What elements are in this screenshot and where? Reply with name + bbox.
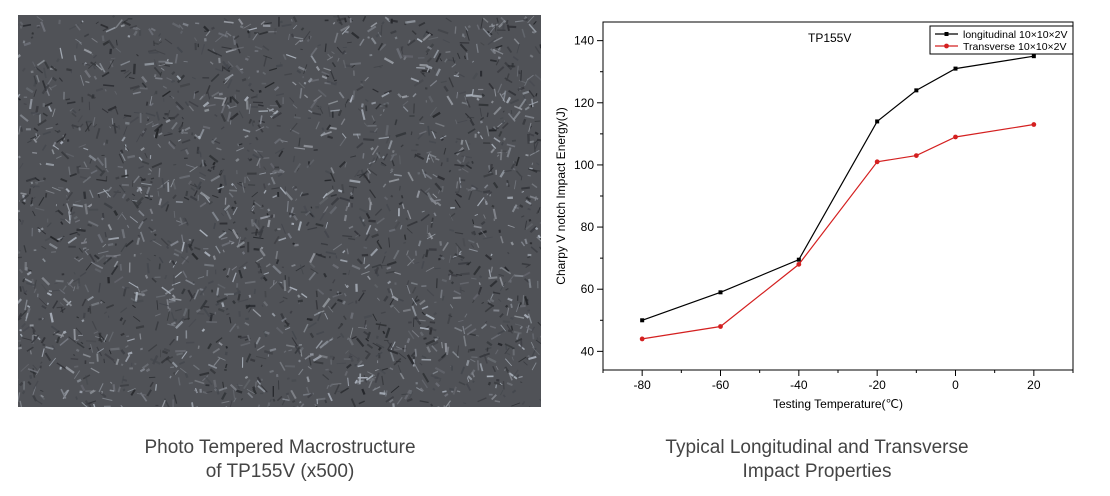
y-tick-label: 60 xyxy=(581,282,595,296)
data-point-longitudinal xyxy=(914,88,919,93)
legend-box xyxy=(929,25,1074,55)
legend-label: Transverse 10×10×2V xyxy=(963,41,1067,53)
data-point-longitudinal xyxy=(1031,54,1036,59)
chart-caption-line-1: Typical Longitudinal and Transverse xyxy=(665,437,969,458)
y-tick-label: 80 xyxy=(581,220,595,234)
x-tick-label: -40 xyxy=(790,378,808,392)
x-tick-label: 20 xyxy=(1027,378,1041,392)
data-point-longitudinal xyxy=(718,290,723,295)
series-line-longitudinal xyxy=(641,55,1034,321)
y-tick-label: 40 xyxy=(581,344,595,358)
y-tick-label: 120 xyxy=(574,96,594,110)
data-point-longitudinal xyxy=(640,318,645,323)
series-line-transverse xyxy=(642,123,1034,340)
data-point-transverse xyxy=(796,261,802,267)
x-tick-label: -20 xyxy=(868,378,886,392)
impact-chart: -80 -60 -40 -20 0 20 40 60 80 100 120 140 TP155V Te… xyxy=(554,21,1074,411)
legend-label: longitudinal 10×10×2V xyxy=(963,29,1068,41)
x-tick-label: -80 xyxy=(633,378,651,392)
photo-caption-line-1: Photo Tempered Macrostructure xyxy=(144,437,416,458)
data-point-transverse xyxy=(639,336,645,342)
legend-marker-square xyxy=(944,32,949,36)
chart-series-group xyxy=(639,54,1037,342)
photo-caption: Photo Tempered Macrostructure of TP155V … xyxy=(30,436,530,484)
plot-border xyxy=(602,21,1074,371)
data-point-transverse xyxy=(718,324,723,329)
data-point-transverse xyxy=(913,153,919,159)
data-point-transverse xyxy=(953,134,958,140)
data-point-longitudinal xyxy=(875,119,880,124)
y-axis-label: Charpy V notch Impact Energy(J) xyxy=(554,107,568,284)
data-point-transverse xyxy=(1031,122,1037,127)
microstructure-texture xyxy=(18,15,541,407)
chart-title: TP155V xyxy=(808,31,851,45)
x-tick-label: 0 xyxy=(952,378,959,392)
data-point-longitudinal xyxy=(953,66,958,71)
microstructure-photo xyxy=(18,15,541,407)
axis-ticks: -80 -60 -40 -20 0 20 40 60 80 100 120 140 xyxy=(574,34,1074,392)
chart-caption-line-2: Impact Properties xyxy=(742,461,892,482)
y-tick-label: 140 xyxy=(574,34,594,48)
legend-marker-circle xyxy=(944,43,949,49)
plot-frame xyxy=(602,21,1074,371)
data-point-transverse xyxy=(874,159,880,165)
photo-caption-line-2: of TP155V (x500) xyxy=(205,461,355,482)
data-point-longitudinal xyxy=(796,257,801,262)
chart-caption: Typical Longitudinal and Transverse Impa… xyxy=(567,436,1067,484)
y-tick-label: 100 xyxy=(574,158,594,172)
x-axis-label: Testing Temperature(℃) xyxy=(773,397,903,411)
x-tick-label: -60 xyxy=(712,378,730,392)
